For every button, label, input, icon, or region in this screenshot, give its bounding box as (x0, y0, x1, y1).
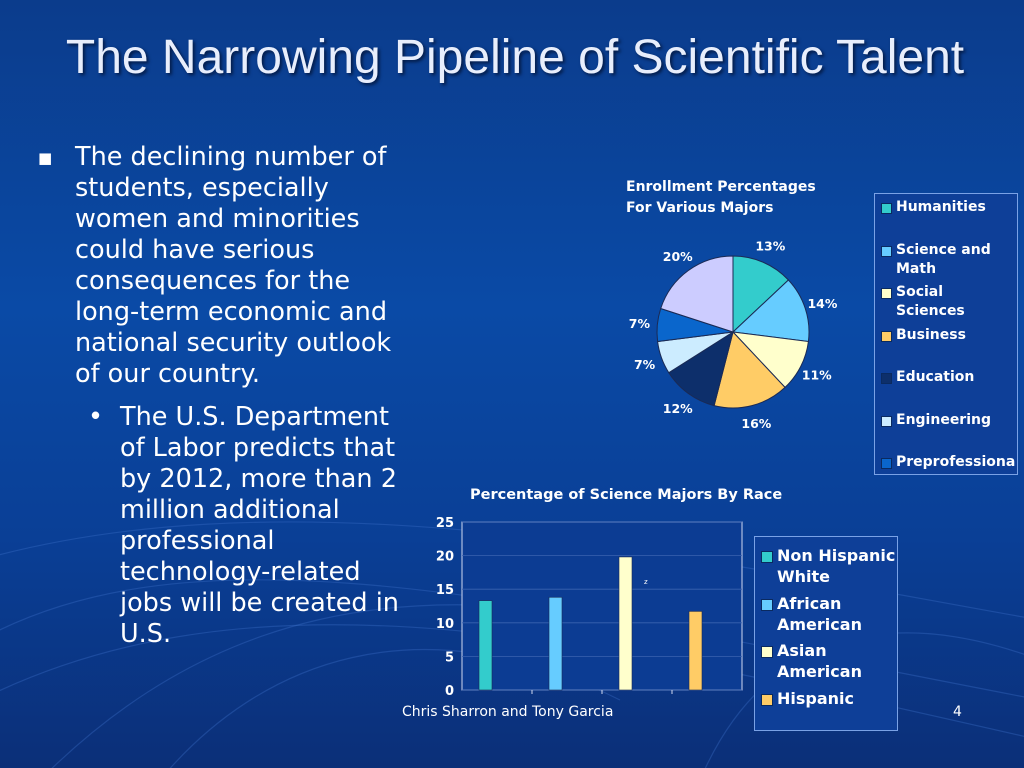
pie-data-label: 20% (663, 249, 693, 264)
bar (688, 611, 703, 691)
bar-chart: 0 5 10 15 20 25 z (436, 516, 743, 699)
bullet-item: ■ The declining number of students, espe… (34, 142, 404, 390)
legend-label-line: Math (896, 260, 937, 277)
legend-label: Engineering (896, 411, 991, 430)
bar-legend: Non Hispanic White African American Asian Ame… (754, 536, 898, 731)
pie-legend: Humanities Science and Math Social Sciences B… (874, 193, 1018, 475)
pie-title-line: Enrollment Percentages (626, 179, 816, 195)
legend-swatch (881, 330, 892, 342)
legend-label-line: American (777, 614, 862, 634)
legend-swatch (761, 598, 773, 611)
legend-label-line: Business (896, 326, 966, 343)
pie-slice (660, 255, 734, 333)
pie-data-label: 13% (755, 239, 785, 254)
pie-chart: 13% 14% 11% 16% 12% 7% 7% 20% (629, 239, 838, 431)
page-number: 4 (953, 704, 962, 720)
legend-label-line: Preprofessiona (896, 454, 1016, 470)
pie-title-line: For Various Majors (626, 200, 774, 216)
y-tick-label: 20 (436, 550, 454, 565)
y-tick-label: 10 (436, 617, 454, 632)
legend-label: Asian American (777, 640, 862, 682)
legend-label: African American (777, 593, 862, 635)
y-tick-label: 25 (436, 516, 454, 531)
legend-swatch (761, 551, 773, 563)
sub-bullet-text: The U.S. Department of Labor predicts th… (120, 402, 399, 649)
pie-slice (713, 330, 786, 409)
legend-label-line: American (777, 662, 862, 681)
legend-label: Business (896, 326, 966, 345)
slide-title: The Narrowing Pipeline of Scientific Tal… (65, 31, 965, 84)
pie-slice (732, 255, 790, 334)
sub-bullet-item: • The U.S. Department of Labor predicts … (34, 402, 404, 650)
legend-label-line: Asian (777, 641, 827, 660)
bullet-text: The declining number of students, especi… (75, 142, 392, 389)
pie-data-label: 16% (741, 416, 771, 431)
legend-label-line: Hispanic (777, 688, 855, 708)
legend-label-line: Sciences (896, 303, 965, 319)
legend-label-line: Engineering (896, 411, 991, 428)
pie-data-label: 14% (807, 296, 837, 311)
chart-annotation: z (644, 578, 648, 586)
legend-swatch (881, 203, 892, 214)
legend-label-line: Education (896, 369, 975, 385)
legend-label: Non Hispanic White (777, 545, 895, 587)
legend-label-line: Non Hispanic (777, 546, 896, 565)
y-tick-label: 15 (436, 583, 454, 598)
bar (618, 556, 633, 691)
legend-label: Social Sciences (896, 283, 965, 321)
pie-slice (731, 279, 810, 343)
y-tick-label: 0 (445, 684, 454, 699)
legend-label-line: Science and (896, 241, 991, 258)
footer-text: Chris Sharron and Tony Garcia (402, 704, 614, 720)
legend-label-line: Humanities (896, 199, 986, 215)
pie-data-label: 11% (802, 368, 832, 383)
legend-label-line: African (777, 593, 842, 613)
dot-bullet-icon: • (88, 402, 104, 432)
legend-swatch (761, 693, 773, 706)
legend-swatch (881, 373, 892, 384)
legend-swatch (881, 288, 892, 299)
pie-chart-title: Enrollment Percentages For Various Major… (626, 177, 816, 219)
bullet-list: ■ The declining number of students, espe… (34, 142, 404, 650)
legend-label-line: Social (896, 284, 944, 300)
legend-label: Hispanic (777, 688, 854, 709)
legend-label: Preprofessiona (896, 453, 1015, 472)
pie-data-label: 7% (634, 357, 656, 372)
pie-data-label: 7% (629, 316, 651, 331)
pie-data-label: 12% (663, 401, 693, 416)
bar (548, 596, 563, 691)
legend-label-line: White (777, 567, 831, 586)
bar (478, 600, 493, 691)
legend-swatch (881, 458, 892, 469)
legend-label: Science and Math (896, 241, 991, 279)
legend-swatch (881, 415, 892, 427)
legend-label: Humanities (896, 198, 986, 217)
y-tick-label: 5 (445, 650, 454, 665)
legend-swatch (881, 245, 892, 257)
square-bullet-icon: ■ (38, 149, 53, 167)
bar-chart-title: Percentage of Science Majors By Race (470, 487, 783, 503)
legend-label: Education (896, 368, 974, 387)
legend-swatch (761, 646, 773, 658)
